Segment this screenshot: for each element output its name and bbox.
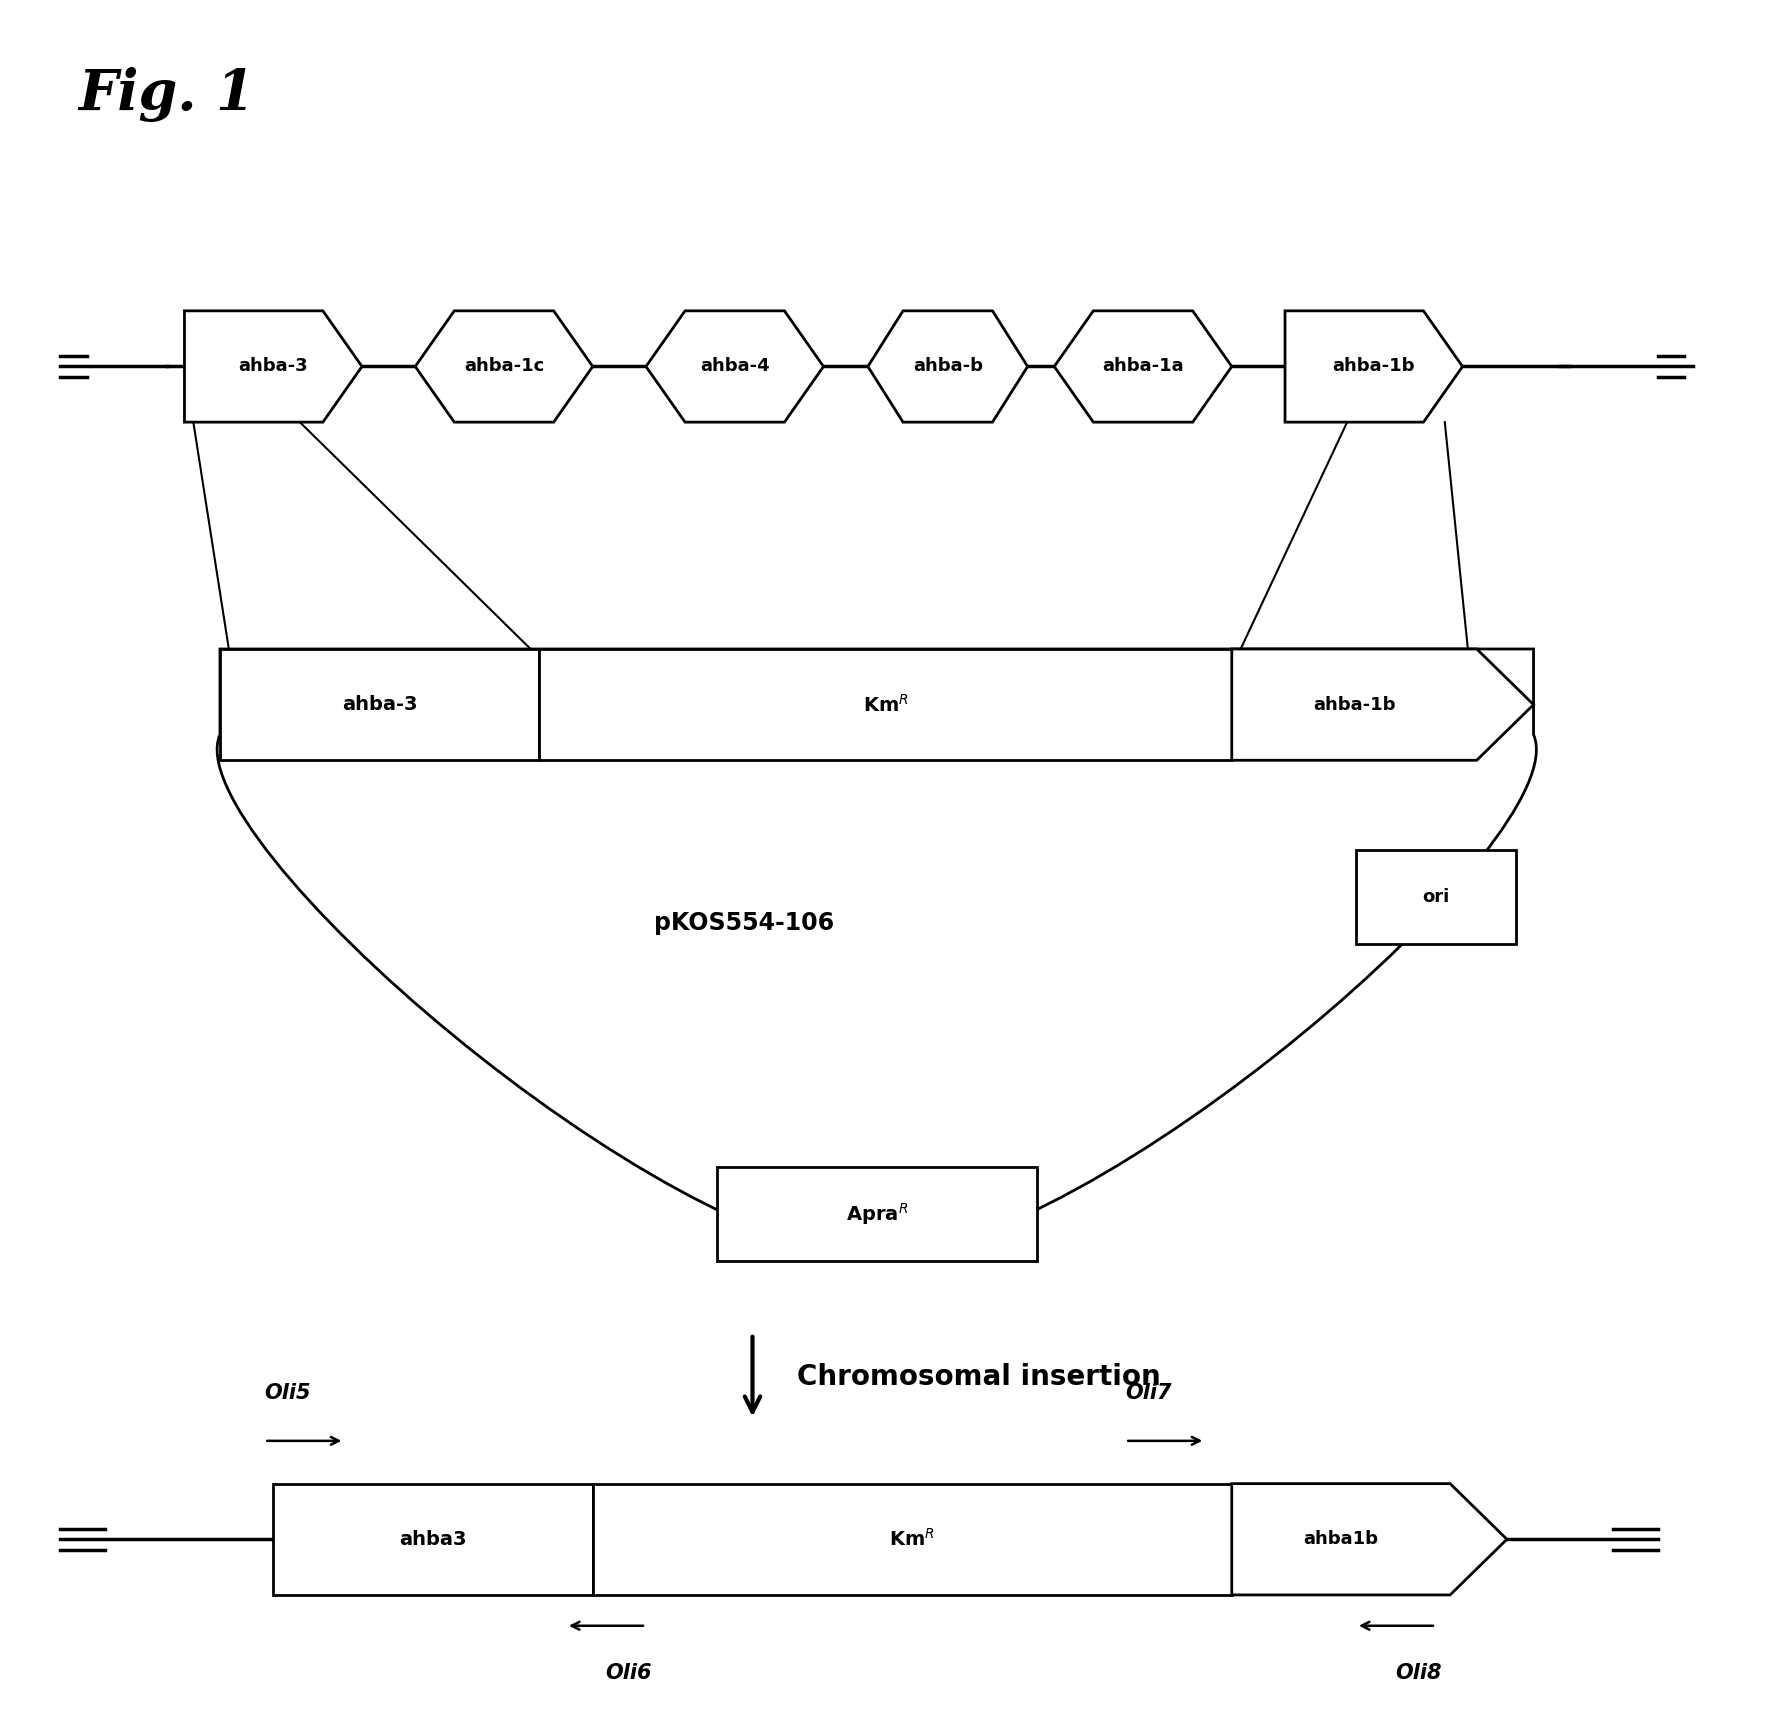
Polygon shape bbox=[415, 311, 592, 423]
Text: ahba1b: ahba1b bbox=[1304, 1531, 1379, 1548]
Bar bbox=[274, 1484, 592, 1595]
Text: Fig. 1: Fig. 1 bbox=[79, 67, 254, 123]
Bar bbox=[540, 649, 1233, 759]
Polygon shape bbox=[868, 311, 1027, 423]
Bar bbox=[717, 1167, 1036, 1262]
Polygon shape bbox=[646, 311, 823, 423]
Polygon shape bbox=[1233, 1484, 1506, 1595]
Text: Km$^R$: Km$^R$ bbox=[862, 694, 909, 716]
Text: Oli5: Oli5 bbox=[265, 1383, 311, 1403]
Text: Oli7: Oli7 bbox=[1125, 1383, 1172, 1403]
Text: ahba-3: ahba-3 bbox=[238, 357, 308, 376]
Text: ahba-1a: ahba-1a bbox=[1102, 357, 1184, 376]
Text: ahba-b: ahba-b bbox=[912, 357, 982, 376]
Text: ahba-1c: ahba-1c bbox=[463, 357, 544, 376]
Text: Oli6: Oli6 bbox=[605, 1664, 651, 1683]
Polygon shape bbox=[1054, 311, 1233, 423]
Bar bbox=[220, 649, 540, 759]
Text: ahba-1b: ahba-1b bbox=[1333, 357, 1415, 376]
Text: ahba-3: ahba-3 bbox=[342, 696, 417, 715]
Polygon shape bbox=[1233, 649, 1533, 759]
Text: ahba-1b: ahba-1b bbox=[1313, 696, 1395, 713]
Text: Oli8: Oli8 bbox=[1395, 1664, 1442, 1683]
PathPatch shape bbox=[216, 649, 1537, 1257]
Polygon shape bbox=[1285, 311, 1463, 423]
Text: ori: ori bbox=[1422, 889, 1449, 906]
Text: ahba-4: ahba-4 bbox=[699, 357, 769, 376]
Text: Km$^R$: Km$^R$ bbox=[889, 1528, 936, 1550]
Text: ahba3: ahba3 bbox=[399, 1529, 467, 1548]
Bar bbox=[1356, 851, 1515, 944]
Bar bbox=[592, 1484, 1233, 1595]
Text: pKOS554-106: pKOS554-106 bbox=[653, 911, 834, 935]
Text: Apra$^R$: Apra$^R$ bbox=[846, 1201, 907, 1227]
Polygon shape bbox=[184, 311, 361, 423]
Text: Chromosomal insertion: Chromosomal insertion bbox=[796, 1362, 1161, 1391]
